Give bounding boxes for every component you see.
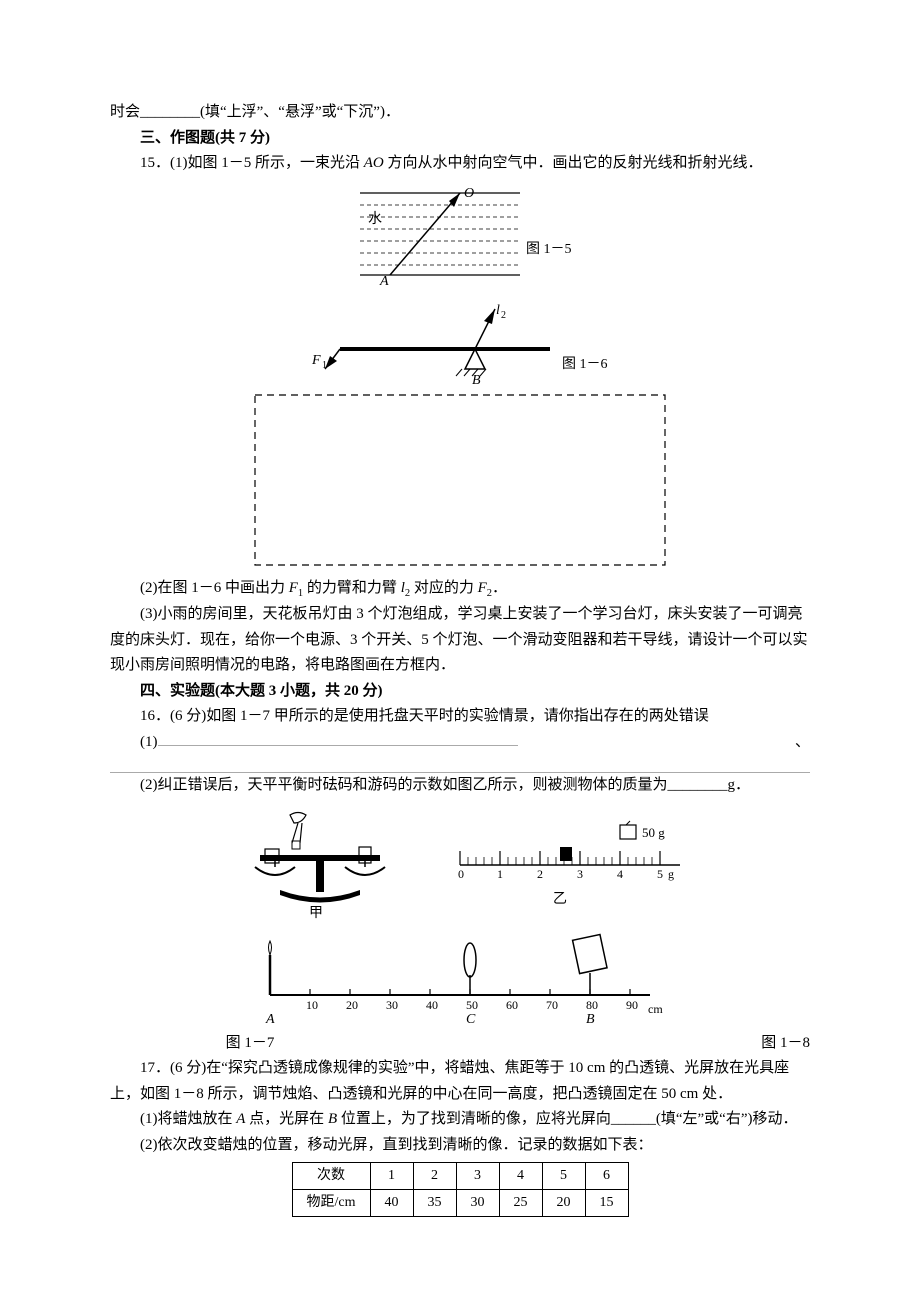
th-2: 2	[413, 1163, 456, 1190]
q17-lead: 17．(6 分)在“探究凸透镜成像规律的实验”中，将蜡烛、焦距等于 10 cm …	[110, 1056, 810, 1107]
fig15-water-label: 水	[368, 211, 382, 227]
table-header-row: 次数 1 2 3 4 5 6	[292, 1163, 628, 1190]
section-4-heading: 四、实验题(本大题 3 小题，共 20 分)	[110, 679, 810, 705]
svg-text:甲: 甲	[309, 906, 323, 921]
svg-text:50: 50	[466, 998, 478, 1012]
th-0: 次数	[292, 1163, 370, 1190]
svg-text:B: B	[472, 373, 481, 384]
svg-text:3: 3	[577, 867, 583, 881]
svg-text:1: 1	[322, 360, 327, 371]
q15-ao: AO	[364, 155, 384, 171]
svg-text:0: 0	[458, 867, 464, 881]
fig-1-5-svg: 水 O A 图 1－5	[330, 183, 590, 288]
th-1: 1	[370, 1163, 413, 1190]
q15-part1: 15．(1)如图 1－5 所示，一束光沿 AO 方向从水中射向空气中．画出它的反…	[110, 151, 810, 177]
svg-text:50 g: 50 g	[642, 825, 665, 840]
previous-tail: 时会________(填“上浮”、“悬浮”或“下沉”)．	[110, 100, 810, 126]
figure-1-6: F 1 l 2 B 图 1－6	[110, 294, 810, 384]
td-4: 20	[542, 1190, 585, 1217]
q16-blank-1: (1) 、	[110, 730, 810, 756]
svg-text:2: 2	[537, 867, 543, 881]
figure-captions-row: 图 1－7 图 1－8	[110, 1031, 810, 1057]
th-4: 4	[499, 1163, 542, 1190]
q17-part2: (2)依次改变蜡烛的位置，移动光屏，直到找到清晰的像．记录的数据如下表：	[110, 1133, 810, 1159]
svg-text:70: 70	[546, 998, 558, 1012]
section-3-heading: 三、作图题(共 7 分)	[110, 126, 810, 152]
th-3: 3	[456, 1163, 499, 1190]
svg-text:C: C	[466, 1012, 476, 1025]
circuit-box-svg	[250, 390, 670, 570]
svg-text:2: 2	[501, 310, 506, 321]
blank-fill	[158, 731, 518, 746]
q16-part2: (2)纠正错误后，天平平衡时砝码和游码的示数如图乙所示，则被测物体的质量为___…	[110, 773, 810, 799]
fig15-caption: 图 1－5	[526, 242, 572, 257]
q15-tail: 方向从水中射向空气中．画出它的反射光线和折射光线．	[384, 155, 763, 171]
row-label: 物距/cm	[292, 1190, 370, 1217]
svg-text:40: 40	[426, 998, 438, 1012]
td-3: 25	[499, 1190, 542, 1217]
q15-lead: 15．(1)如图 1－5 所示，一束光沿	[140, 155, 364, 171]
fig15-O-label: O	[464, 186, 474, 201]
svg-text:1: 1	[497, 867, 503, 881]
q15-part2: (2)在图 1－6 中画出力 F1 的力臂和力臂 l2 对应的力 F2．	[110, 576, 810, 603]
svg-text:F: F	[311, 353, 321, 368]
table-row: 物距/cm 40 35 30 25 20 15	[292, 1190, 628, 1217]
td-1: 35	[413, 1190, 456, 1217]
figure-1-7-8: 甲 50 g	[110, 805, 810, 1025]
q16-lead: 16．(6 分)如图 1－7 甲所示的是使用托盘天平时的实验情景，请你指出存在的…	[110, 704, 810, 730]
th-5: 5	[542, 1163, 585, 1190]
td-0: 40	[370, 1190, 413, 1217]
svg-text:90: 90	[626, 998, 638, 1012]
td-5: 15	[585, 1190, 628, 1217]
svg-text:B: B	[586, 1012, 595, 1025]
svg-text:A: A	[265, 1012, 275, 1025]
fig-1-8-caption: 图 1－8	[530, 1031, 810, 1057]
fig-1-7-caption: 图 1－7	[110, 1031, 390, 1057]
figure-1-5: 水 O A 图 1－5	[110, 183, 810, 288]
q15-part3: (3)小雨的房间里，天花板吊灯由 3 个灯泡组成，学习桌上安装了一个学习台灯，床…	[110, 602, 810, 679]
svg-text:5: 5	[657, 867, 663, 881]
circuit-box	[110, 390, 810, 570]
svg-text:30: 30	[386, 998, 398, 1012]
fig15-A-label: A	[379, 274, 389, 288]
svg-text:80: 80	[586, 998, 598, 1012]
svg-text:乙: 乙	[553, 891, 567, 907]
th-6: 6	[585, 1163, 628, 1190]
svg-text:g: g	[668, 867, 674, 881]
svg-text:cm: cm	[648, 1002, 663, 1016]
fig16-caption: 图 1－6	[562, 357, 608, 372]
q16-blank-line	[110, 755, 810, 773]
svg-text:60: 60	[506, 998, 518, 1012]
svg-text:l: l	[496, 303, 500, 318]
fig-1-6-svg: F 1 l 2 B 图 1－6	[300, 294, 620, 384]
svg-text:10: 10	[306, 998, 318, 1012]
td-2: 30	[456, 1190, 499, 1217]
svg-text:4: 4	[617, 867, 623, 881]
svg-text:20: 20	[346, 998, 358, 1012]
q17-part1: (1)将蜡烛放在 A 点，光屏在 B 位置上，为了找到清晰的像，应将光屏向___…	[110, 1107, 810, 1133]
q17-table: 次数 1 2 3 4 5 6 物距/cm 40 35 30 25 20 15	[292, 1162, 629, 1217]
fig-1-7-8-svg: 甲 50 g	[200, 805, 720, 1025]
